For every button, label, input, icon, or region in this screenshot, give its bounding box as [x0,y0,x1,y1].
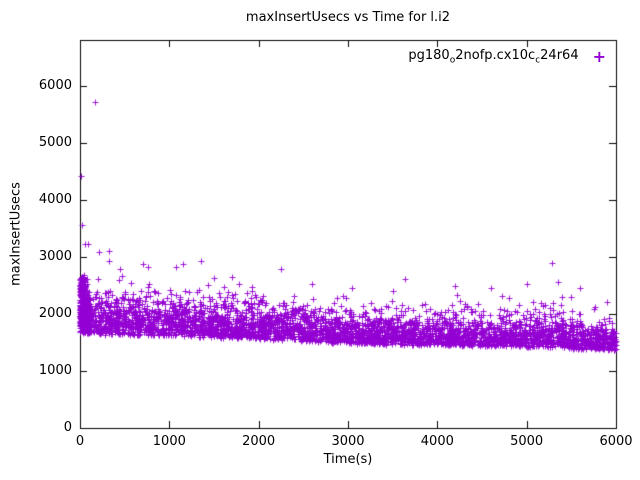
y-tick-label: 4000 [38,191,72,207]
y-tick-label: 1000 [38,362,72,378]
legend-label: pg180o2nofp.cx10cc24r64 [408,48,579,66]
legend-plus-marker: + [592,46,606,66]
x-tick-label: 1000 [152,434,186,449]
y-tick-label: 3000 [38,248,72,264]
x-tick-label: 5000 [510,434,544,449]
legend: pg180o2nofp.cx10cc24r64 + [408,48,606,66]
x-tick-label: 6000 [599,434,633,449]
y-tick-label: 6000 [38,77,72,93]
x-tick-label: 3000 [331,434,365,449]
x-tick-label: 0 [75,434,85,449]
y-tick-label: 0 [63,420,72,435]
y-tick-label: 2000 [38,305,72,321]
y-tick-label: 5000 [38,134,72,150]
x-tick-label: 4000 [420,434,454,449]
x-tick-label: 2000 [242,434,276,449]
